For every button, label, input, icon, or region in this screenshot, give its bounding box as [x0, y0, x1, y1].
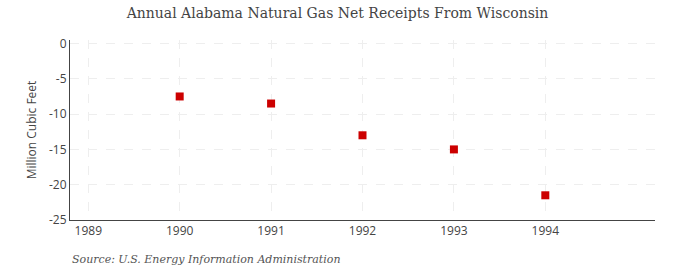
svg-text:-20: -20 [49, 176, 67, 193]
svg-text:Annual Alabama Natural Gas Net: Annual Alabama Natural Gas Net Receipts … [126, 5, 549, 21]
svg-text:-10: -10 [49, 105, 67, 122]
svg-text:1990: 1990 [166, 222, 194, 239]
svg-text:Million Cubic Feet: Million Cubic Feet [23, 81, 40, 180]
svg-text:1991: 1991 [257, 222, 284, 239]
svg-text:-5: -5 [56, 70, 67, 87]
svg-text:1992: 1992 [349, 222, 377, 239]
svg-text:1993: 1993 [440, 222, 468, 239]
svg-text:1989: 1989 [75, 222, 103, 239]
svg-text:1994: 1994 [532, 222, 560, 239]
svg-text:Source: U.S. Energy Informatio: Source: U.S. Energy Information Administ… [72, 253, 340, 266]
svg-text:-15: -15 [49, 141, 67, 158]
svg-text:0: 0 [60, 35, 67, 52]
svg-text:-25: -25 [49, 211, 67, 228]
